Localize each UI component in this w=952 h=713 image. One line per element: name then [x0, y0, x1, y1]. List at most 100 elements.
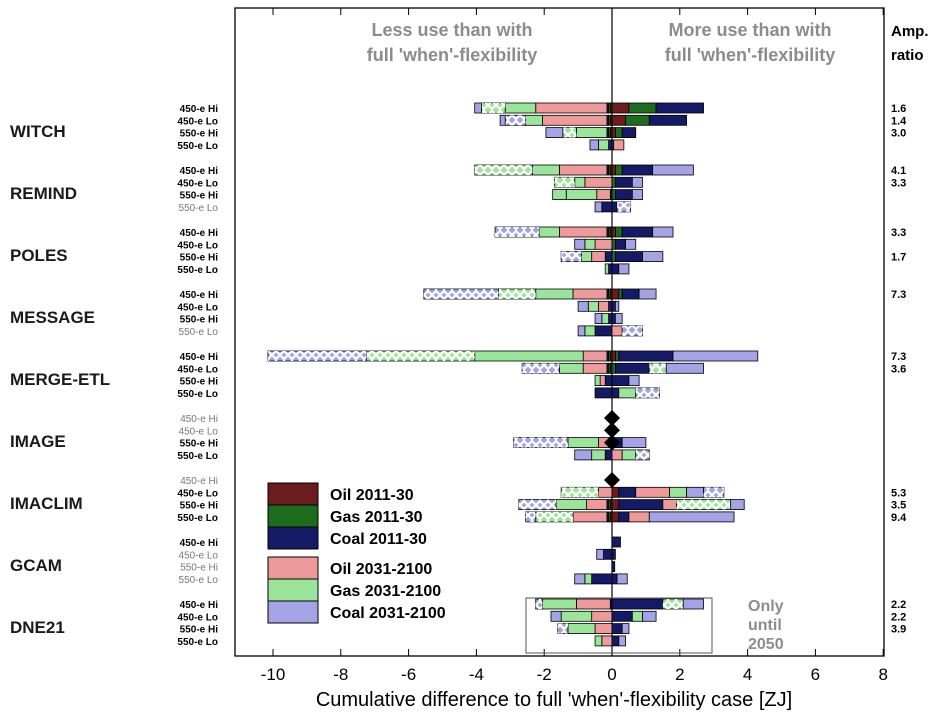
bar-segment-oil-late	[576, 598, 611, 610]
bar-segment-oil-late	[594, 623, 613, 634]
bar-segment-gas-early	[611, 238, 616, 250]
amp-ratio-value: 3.6	[891, 363, 906, 375]
bar-hatch-overlay	[267, 351, 367, 361]
bar-segment-gas-late	[542, 598, 577, 610]
bar-segment-coal-early	[621, 164, 654, 176]
bar-segment-oil-late	[611, 449, 623, 461]
bar-segment-coal-early	[601, 201, 613, 213]
bar-segment-oil-late	[542, 114, 608, 126]
bar-hatch-overlay	[635, 449, 650, 460]
scenario-label: 550-e Hi	[180, 501, 219, 512]
scenario-label: 550-e Lo	[177, 451, 218, 462]
legend-label-coal-2011-30: Coal 2011-30	[330, 531, 427, 548]
bar-segment-oil-late	[559, 226, 608, 238]
bar-segment-gas-late	[565, 189, 598, 201]
scenario-label: 550-e Hi	[180, 129, 219, 140]
bar-segment-coal-late	[730, 499, 745, 511]
scenario-label: 550-e Hi	[180, 377, 219, 388]
bar-segment-gas-late	[567, 437, 599, 449]
amp-ratio-value: 3.3	[891, 177, 906, 189]
bar-hatch-overlay	[617, 201, 631, 212]
bar-hatch-overlay	[366, 351, 475, 361]
bar-segment-gas-late	[504, 102, 537, 114]
bar-segment-gas-late	[560, 610, 593, 622]
scenario-label: 450-e Hi	[180, 104, 219, 115]
bar-segment-oil-early	[611, 127, 616, 138]
bar-segment-coal-late	[474, 102, 482, 114]
bar-segment-gas-late	[584, 325, 596, 337]
bar-segment-coal-late	[621, 623, 630, 634]
scenario-label: 450-e Lo	[177, 488, 218, 499]
bar-segment-oil-late	[584, 176, 613, 188]
bar-segment-coal-late	[631, 176, 643, 188]
bar-segment-oil-early	[611, 102, 630, 114]
bar-segment-coal-early	[621, 226, 654, 238]
bar-segment-coal-early	[608, 263, 613, 275]
bar-hatch-overlay	[505, 115, 526, 126]
legend-label-oil-2031-2100: Oil 2031-2100	[330, 561, 432, 578]
bar-segment-coal-late	[499, 114, 506, 126]
scenario-label: 550-e Lo	[179, 327, 219, 338]
bar-segment-oil-late	[628, 511, 650, 523]
bar-hatch-overlay	[561, 251, 582, 262]
legend-swatch-oil-2031-2100	[267, 556, 319, 580]
bar-segment-gas-late	[574, 176, 586, 188]
bar-segment-coal-late	[618, 263, 630, 275]
bar-hatch-overlay	[662, 599, 684, 609]
bar-hatch-overlay	[635, 387, 660, 398]
only-until-note-line2: until	[748, 617, 782, 634]
scenario-label: 450-e Lo	[179, 426, 219, 437]
bar-segment-coal-early	[611, 623, 623, 634]
bar-segment-oil-late	[586, 499, 608, 511]
bar-segment-gas-late	[631, 610, 643, 622]
bar-segment-coal-early	[611, 375, 630, 387]
amp-ratio-value: 3.0	[891, 128, 906, 140]
bar-segment-gas-late	[594, 635, 603, 647]
x-tick-label: -2	[537, 665, 552, 684]
bar-hatch-overlay	[557, 623, 568, 634]
bar-segment-coal-late	[625, 238, 637, 250]
zero-change-marker	[604, 410, 620, 426]
bar-hatch-overlay	[525, 511, 536, 522]
legend-label-gas-2031-2100: Gas 2031-2100	[330, 583, 441, 600]
scenario-label: 450-e Lo	[177, 240, 218, 251]
bar-segment-oil-early	[611, 114, 626, 126]
model-label: GCAM	[10, 556, 62, 575]
amp-ratio-value: 9.4	[891, 512, 907, 524]
bar-segment-oil-late	[601, 635, 613, 647]
bar-segment-oil-late	[599, 375, 606, 387]
bar-segment-oil-late	[662, 499, 677, 511]
x-axis-label: Cumulative difference to full 'when'-fle…	[316, 689, 792, 711]
bar-segment-coal-early	[611, 548, 616, 560]
scenario-label: 450-e Hi	[180, 414, 218, 425]
bar-segment-oil-late	[572, 511, 608, 523]
bar-hatch-overlay	[676, 499, 731, 510]
bar-segment-oil-late	[591, 610, 613, 622]
bar-segment-oil-late	[572, 288, 608, 300]
x-tick-label: -6	[401, 665, 416, 684]
amp-ratio-value: 4.1	[891, 165, 906, 177]
bar-segment-gas-late	[525, 114, 543, 126]
bar-segment-coal-late	[594, 201, 603, 213]
scenario-label: 450-e Hi	[180, 476, 218, 487]
bar-segment-coal-early	[591, 573, 613, 585]
bar-segment-coal-early	[611, 610, 633, 622]
bar-segment-gas-late	[559, 362, 584, 374]
bar-segment-gas-late	[555, 499, 587, 511]
bar-segment-gas-late	[538, 226, 560, 238]
bar-segment-coal-late	[621, 437, 647, 449]
bar-segment-coal-late	[638, 288, 657, 300]
scenario-label: 450-e Hi	[180, 228, 219, 239]
model-label: DNE21	[10, 618, 65, 637]
bar-segment-oil-late	[635, 486, 671, 498]
bar-segment-coal-early	[611, 201, 618, 213]
bar-segment-coal-late	[616, 573, 628, 585]
bar-segment-coal-early	[611, 300, 616, 312]
scenario-label: 550-e Lo	[179, 203, 219, 214]
amp-ratio-value: 3.5	[891, 500, 906, 512]
scenario-label: 550-e Hi	[180, 625, 219, 636]
legend-label-coal-2031-2100: Coal 2031-2100	[330, 605, 446, 622]
bar-segment-coal-late	[648, 511, 735, 523]
bar-hatch-overlay	[535, 511, 574, 522]
bar-hatch-overlay	[522, 363, 560, 374]
